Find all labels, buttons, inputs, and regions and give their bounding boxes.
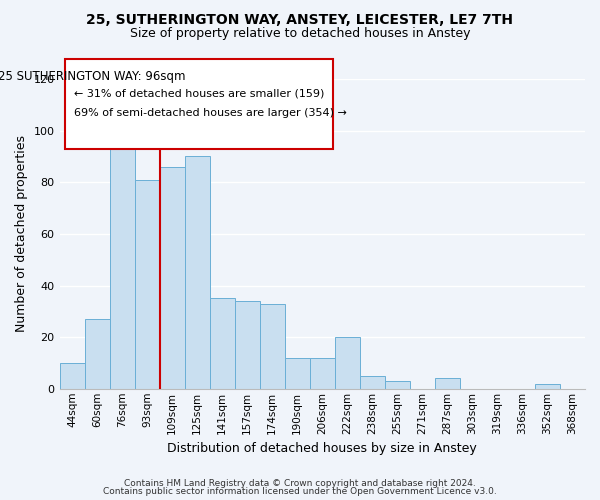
Bar (59, 363, 85, 389)
Text: Size of property relative to detached houses in Anstey: Size of property relative to detached ho… (130, 28, 470, 40)
Bar (360, 376, 385, 389)
Bar (209, 298, 235, 389)
Y-axis label: Number of detached properties: Number of detached properties (15, 136, 28, 332)
Text: 25, SUTHERINGTON WAY, ANSTEY, LEICESTER, LE7 7TH: 25, SUTHERINGTON WAY, ANSTEY, LEICESTER,… (86, 12, 514, 26)
Bar (235, 301, 260, 389)
Text: Contains HM Land Registry data © Crown copyright and database right 2024.: Contains HM Land Registry data © Crown c… (124, 478, 476, 488)
Text: 25 SUTHERINGTON WAY: 96sqm: 25 SUTHERINGTON WAY: 96sqm (0, 70, 185, 83)
Bar (310, 358, 335, 389)
Text: ← 31% of detached houses are smaller (159): ← 31% of detached houses are smaller (15… (74, 89, 324, 99)
Text: 69% of semi-detached houses are larger (354) →: 69% of semi-detached houses are larger (… (74, 108, 347, 118)
Text: Contains public sector information licensed under the Open Government Licence v3: Contains public sector information licen… (103, 487, 497, 496)
Bar (85, 319, 110, 389)
Bar (335, 337, 360, 389)
Bar (285, 358, 310, 389)
Bar (160, 167, 185, 389)
X-axis label: Distribution of detached houses by size in Anstey: Distribution of detached houses by size … (167, 442, 477, 455)
Bar (134, 180, 160, 389)
Bar (435, 378, 460, 389)
Bar (110, 136, 134, 389)
Bar (535, 384, 560, 389)
Bar (260, 304, 285, 389)
Bar (185, 156, 209, 389)
Bar (385, 381, 410, 389)
